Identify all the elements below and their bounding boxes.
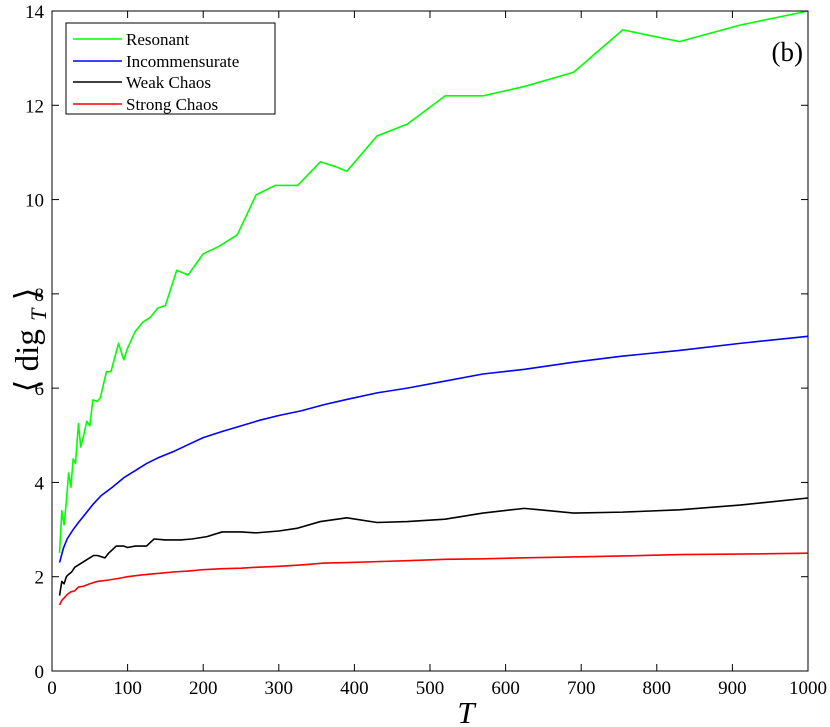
series-line-weak-chaos	[58, 497, 809, 596]
legend: Resonant Incommensurate Weak Chaos Stron…	[65, 22, 276, 115]
series-line-incommensurate	[58, 335, 809, 563]
y-tick-label: 2	[35, 568, 45, 589]
legend-label-strong-chaos: Strong Chaos	[126, 95, 218, 114]
legend-box	[65, 22, 276, 115]
x-tick-label: 500	[416, 678, 445, 699]
x-tick-label: 900	[718, 678, 747, 699]
x-tick-label: 300	[265, 678, 294, 699]
x-tick-label: 100	[113, 678, 142, 699]
y-tick-label: 8	[35, 285, 45, 306]
y-tick-label: 6	[35, 379, 45, 400]
y-tick-label: 4	[35, 473, 45, 494]
panel-label: (b)	[772, 37, 803, 67]
y-tick-label: 12	[25, 96, 44, 117]
series-line-resonant	[58, 10, 809, 554]
x-tick-label: 700	[567, 678, 596, 699]
plot-area	[58, 10, 809, 606]
x-tick-label: 0	[47, 678, 57, 699]
x-tick-label: 800	[643, 678, 672, 699]
y-axis-title-open: ⟨	[10, 380, 46, 393]
x-axis-title: T	[457, 695, 477, 727]
legend-label-weak-chaos: Weak Chaos	[126, 73, 211, 92]
x-tick-label: 400	[340, 678, 369, 699]
x-tick-label: 1000	[789, 678, 827, 699]
legend-label-resonant: Resonant	[126, 30, 190, 49]
y-tick-label: 14	[25, 2, 45, 23]
legend-label-incommensurate: Incommensurate	[126, 52, 239, 71]
y-tick-label: 0	[35, 662, 45, 683]
y-axis-title-main: dig	[10, 329, 46, 371]
y-tick-label: 10	[25, 191, 44, 212]
x-tick-label: 600	[491, 678, 520, 699]
y-axis-title-subscript: T	[26, 307, 51, 321]
x-tick-label: 200	[189, 678, 218, 699]
y-axis-title-close: ⟩	[10, 288, 46, 301]
ticks: 0 100 200 300 400 500 600 700 800 900 1000 0 2 4 6 8 10 1…	[25, 2, 827, 699]
series-line-strong-chaos	[58, 552, 809, 606]
y-axis-title: ⟨ dig T ⟩	[10, 288, 54, 393]
